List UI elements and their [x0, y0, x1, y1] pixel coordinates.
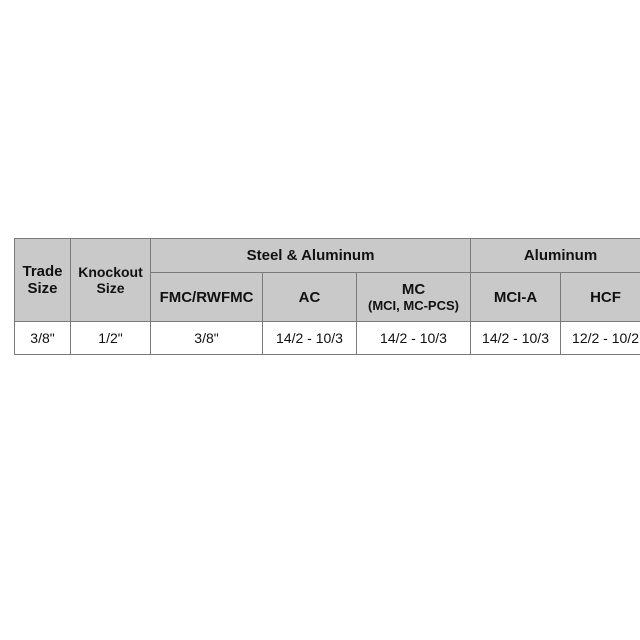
- cell-mcia: 14/2 - 10/3: [471, 322, 561, 355]
- col-header-trade-size-line1: TradeSize: [22, 263, 62, 297]
- col-header-fmc-label: FMC/RWFMC: [160, 289, 254, 306]
- col-header-hcf: HCF: [561, 273, 640, 322]
- group-header-steel-aluminum-label: Steel & Aluminum: [247, 247, 375, 264]
- cell-trade-size: 3/8": [15, 322, 71, 355]
- col-header-mcia: MCI-A: [471, 273, 561, 322]
- group-header-aluminum-label: Aluminum: [524, 247, 597, 264]
- col-header-mcia-label: MCI-A: [494, 289, 537, 306]
- col-header-ac-label: AC: [299, 289, 321, 306]
- header-row-1: TradeSize KnockoutSize Steel & Aluminum …: [15, 239, 640, 273]
- spec-table: TradeSize KnockoutSize Steel & Aluminum …: [14, 238, 640, 355]
- cell-fmc: 3/8": [151, 322, 263, 355]
- col-header-hcf-label: HCF: [590, 289, 621, 306]
- cell-hcf: 12/2 - 10/2: [561, 322, 640, 355]
- cell-knockout-size: 1/2": [71, 322, 151, 355]
- col-header-mc: MC (MCI, MC-PCS): [357, 273, 471, 322]
- col-header-knockout-size: KnockoutSize: [71, 239, 151, 322]
- group-header-aluminum: Aluminum: [471, 239, 640, 273]
- cell-ac: 14/2 - 10/3: [263, 322, 357, 355]
- col-header-fmc: FMC/RWFMC: [151, 273, 263, 322]
- col-header-mc-sublabel: (MCI, MC-PCS): [361, 298, 466, 313]
- group-header-steel-aluminum: Steel & Aluminum: [151, 239, 471, 273]
- col-header-mc-label: MC: [402, 281, 425, 298]
- canvas: TradeSize KnockoutSize Steel & Aluminum …: [0, 0, 640, 640]
- col-header-trade-size: TradeSize: [15, 239, 71, 322]
- table-row: 3/8" 1/2" 3/8" 14/2 - 10/3 14/2 - 10/3 1…: [15, 322, 640, 355]
- col-header-ac: AC: [263, 273, 357, 322]
- col-header-knockout-size-label: KnockoutSize: [78, 264, 143, 296]
- cell-mc: 14/2 - 10/3: [357, 322, 471, 355]
